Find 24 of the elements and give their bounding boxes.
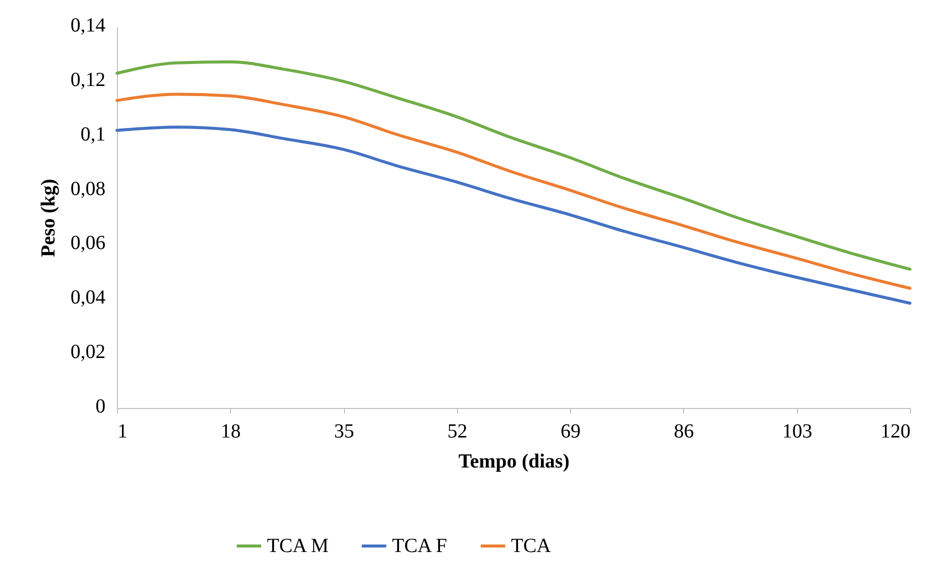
line-series	[116, 92, 912, 290]
legend-label: TCA M	[267, 535, 329, 557]
x-tick-label: 18	[220, 420, 241, 442]
x-tick-label: 52	[447, 420, 468, 442]
y-tick-label: 0	[96, 396, 106, 418]
legend-label: TCA F	[392, 535, 448, 557]
legend-label: TCA	[511, 535, 552, 557]
y-tick-label: 0,02	[70, 341, 106, 364]
y-tick-label: 0,14	[70, 14, 106, 36]
line-series	[116, 60, 912, 271]
y-tick-label: 0,08	[70, 178, 106, 200]
x-tick-label: 35	[334, 420, 354, 442]
y-tick-label: 0,1	[80, 123, 106, 146]
line-series	[116, 126, 912, 305]
y-tick-label: 0,06	[70, 232, 106, 254]
y-tick-label: 0,04	[70, 286, 106, 309]
x-tick-label: 1	[118, 420, 128, 442]
x-tick-label: 103	[782, 420, 812, 442]
x-axis-title: Tempo (dias)	[458, 450, 570, 472]
x-tick-label: 86	[674, 420, 694, 442]
y-axis-title: Peso (kg)	[38, 178, 60, 258]
x-tick-label: 120	[880, 420, 910, 442]
y-tick-label: 0,12	[70, 68, 106, 91]
x-tick-label: 69	[560, 420, 581, 442]
